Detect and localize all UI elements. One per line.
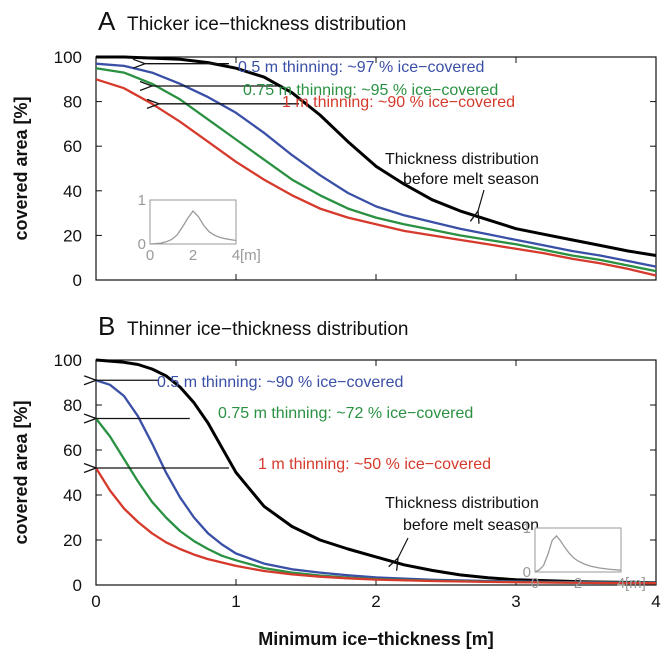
y-axis-label: covered area [%] [11,96,31,240]
panel-title: Thicker ice−thickness distribution [127,14,406,35]
panel-letter: A [98,6,116,36]
inset-y-tick: 1 [138,192,146,209]
thinning-annotation: 1 m thinning: ~50 % ice−covered [258,456,491,473]
inset-curve [149,209,237,245]
distribution-note-line1: Thickness distribution [385,495,539,512]
y-tick-label: 100 [54,48,82,67]
panel-title: Thinner ice−thickness distribution [127,319,408,340]
inset-x-tick: 4 [232,247,240,264]
thinning-annotation: 0.5 m thinning: ~97 % ice−covered [238,59,484,76]
inset-frame [149,199,237,245]
y-axis-label: covered area [%] [11,400,31,544]
series-line-0 [95,358,657,585]
series-line-3 [95,467,657,585]
inset-distribution: 0 2 4 0 1 [m] [523,520,646,592]
distribution-note-line1: Thickness distribution [385,151,539,168]
y-tick-label: 60 [63,137,82,156]
y-tick-label: 40 [63,486,82,505]
series-line-2 [95,67,657,273]
thinning-annotation: 0.75 m thinning: ~72 % ice−covered [218,405,473,422]
x-axis-label: Minimum ice−thickness [m] [258,629,494,649]
y-tick-label: 0 [73,271,82,290]
inset-unit: [m] [625,575,646,592]
inset-y-tick: 0 [138,236,146,253]
y-tick-label: 20 [63,226,82,245]
inset-distribution: 0 2 4 0 1 [m] [138,192,261,264]
y-tick-label: 40 [63,182,82,201]
inset-y-tick: 1 [523,520,531,537]
inset-unit: [m] [240,247,261,264]
inset-x-tick: 0 [146,247,154,264]
y-tick-label: 100 [54,351,82,370]
distribution-pointer [478,189,485,211]
inset-x-tick: 0 [531,575,539,592]
thinning-annotation: 1 m thinning: ~90 % ice−covered [282,94,515,111]
distribution-note-line2: before melt season [403,171,539,188]
inset-frame [534,527,622,573]
series-line-3 [95,78,657,277]
panel-b: B Thinner ice−thickness distribution02040… [11,311,661,611]
inset-x-tick: 2 [189,247,197,264]
distribution-pointer [398,537,409,558]
inset-y-tick: 0 [523,564,531,581]
inset-x-tick: 2 [574,575,582,592]
x-tick-label: 0 [91,592,100,611]
y-tick-label: 0 [73,576,82,595]
y-tick-label: 60 [63,441,82,460]
x-tick-label: 4 [651,592,660,611]
y-tick-label: 80 [63,396,82,415]
distribution-note-line2: before melt season [403,517,539,534]
inset-x-tick: 4 [617,575,625,592]
panel-letter: B [98,311,115,341]
x-tick-label: 3 [511,592,520,611]
panel-a: A Thicker ice−thickness distribution02040… [11,6,657,290]
series-line-1 [95,62,657,268]
y-tick-label: 80 [63,93,82,112]
x-tick-label: 2 [371,592,380,611]
x-tick-label: 1 [231,592,240,611]
inset-curve [534,534,622,573]
thinning-annotation: 0.75 m thinning: ~95 % ice−covered [243,82,498,99]
thinning-annotation: 0.5 m thinning: ~90 % ice−covered [157,374,403,391]
y-tick-label: 20 [63,531,82,550]
series-line-0 [96,55,657,257]
